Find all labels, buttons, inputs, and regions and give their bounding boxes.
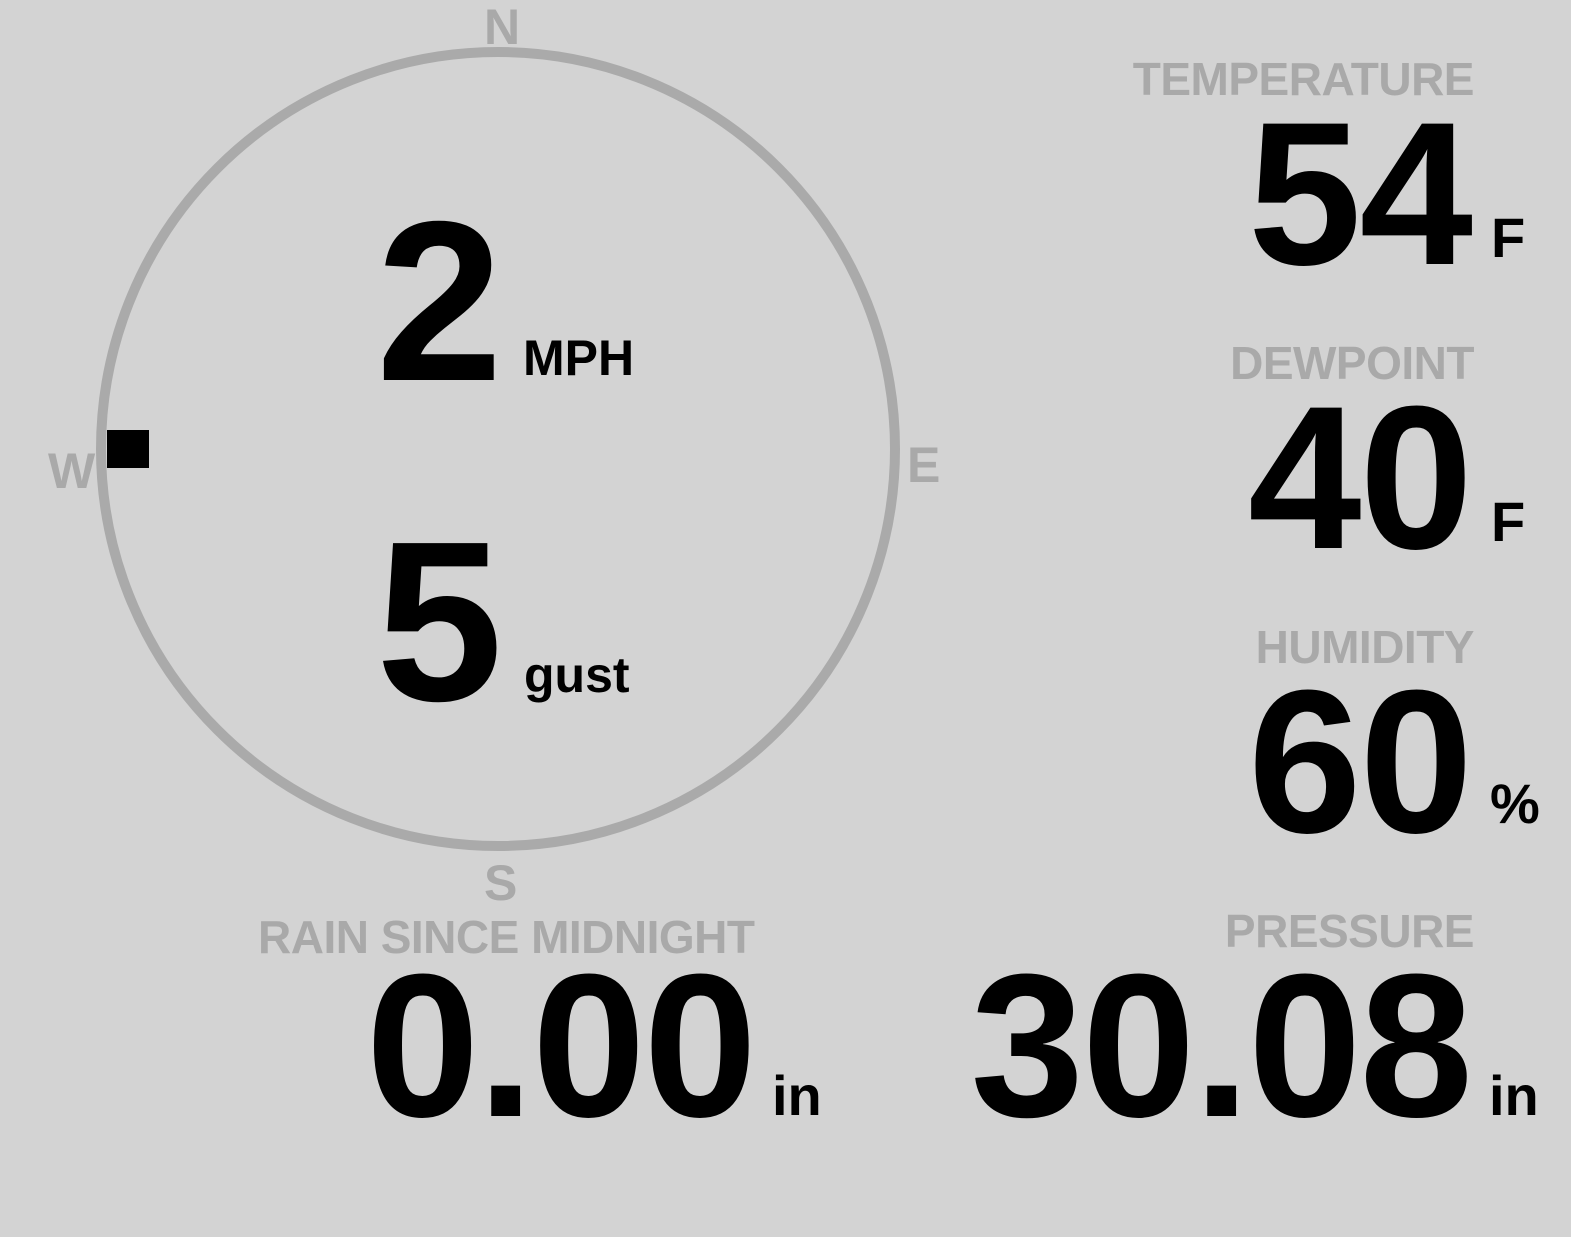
- temperature-value: 54: [1248, 80, 1473, 308]
- compass-ring: [96, 47, 900, 851]
- wind-speed-value: 2: [376, 175, 503, 429]
- pressure-value: 30.08: [970, 932, 1473, 1160]
- dewpoint-label: DEWPOINT: [1230, 337, 1474, 389]
- wind-gust-value: 5: [376, 495, 503, 749]
- rain-value: 0.00: [365, 932, 757, 1160]
- wind-speed-unit: MPH: [523, 330, 635, 386]
- temperature-unit: F: [1491, 206, 1526, 269]
- humidity-label: HUMIDITY: [1255, 621, 1475, 673]
- dewpoint-value: 40: [1248, 364, 1473, 592]
- pressure-label: PRESSURE: [1224, 905, 1475, 957]
- wind-compass-dial: [96, 47, 900, 851]
- compass-label-e: E: [907, 437, 941, 493]
- dewpoint-unit: F: [1491, 490, 1526, 553]
- humidity-value: 60: [1248, 648, 1473, 876]
- wind-direction-marker: [107, 430, 149, 468]
- rain-label: RAIN SINCE MIDNIGHT: [258, 911, 755, 963]
- rain-unit: in: [772, 1064, 822, 1127]
- compass-label-n: N: [484, 0, 521, 55]
- pressure-unit: in: [1489, 1064, 1539, 1127]
- wind-gust-unit: gust: [524, 647, 630, 703]
- humidity-unit: %: [1490, 772, 1540, 835]
- compass-label-w: W: [48, 443, 96, 499]
- temperature-label: TEMPERATURE: [1132, 53, 1475, 105]
- compass-label-s: S: [484, 855, 518, 911]
